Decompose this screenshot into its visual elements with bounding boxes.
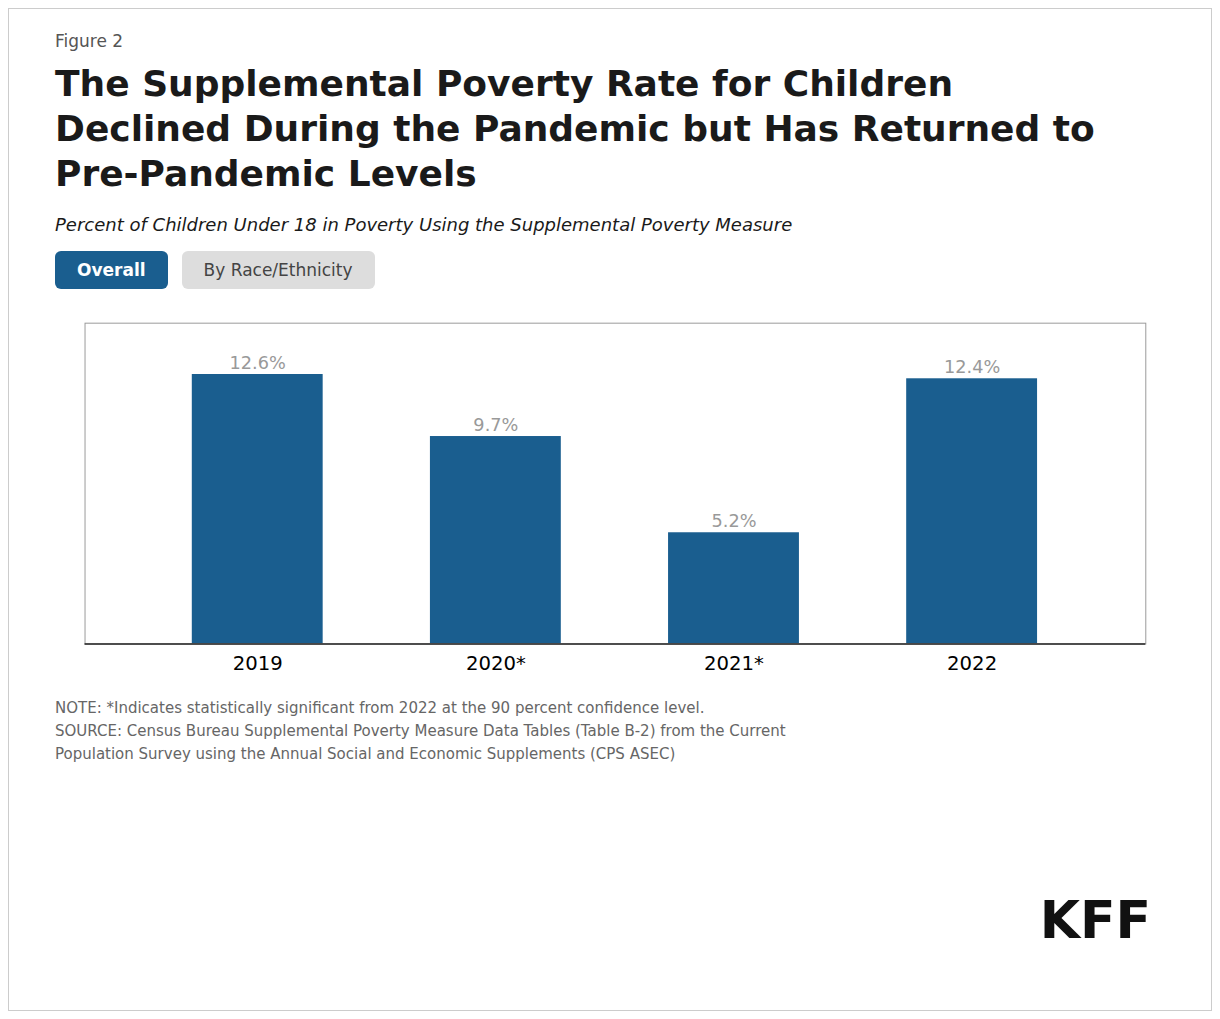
svg-text:2020*: 2020* (466, 652, 526, 675)
html-text:Population Survey using the An: Population Survey using the Annual Socia… (55, 745, 676, 764)
svg-text:2021*: 2021* (704, 652, 764, 675)
html-text:Figure 2: Figure 2 (55, 31, 124, 51)
html-text:SOURCE: Census Bureau Suppleme: SOURCE: Census Bureau Supplemental Pover… (55, 722, 786, 740)
html-text:Declined During the Pandemic b: Declined During the Pandemic but Has Ret… (55, 108, 1095, 149)
svg-text:2022: 2022 (947, 652, 997, 675)
html-text:The Supplemental Poverty Rate: The Supplemental Poverty Rate for Childr… (55, 63, 953, 104)
svg-text:12.4%: 12.4% (944, 357, 1000, 377)
svg-text:9.7%: 9.7% (473, 415, 518, 435)
html-text:Pre-Pandemic Levels: Pre-Pandemic Levels (55, 153, 477, 194)
html-text:By Race/Ethnicity: By Race/Ethnicity (203, 260, 353, 280)
html-text:Percent of Children Under 18 i: Percent of Children Under 18 in Poverty … (55, 214, 793, 235)
html-text:KFF: KFF (1039, 890, 1151, 950)
html-text:NOTE: *Indicates statistically: NOTE: *Indicates statistically significa… (55, 698, 705, 717)
html-text:Overall: Overall (77, 260, 146, 280)
svg-text:2019: 2019 (233, 652, 283, 675)
svg-text:5.2%: 5.2% (711, 511, 756, 531)
svg-text:12.6%: 12.6% (230, 353, 286, 373)
